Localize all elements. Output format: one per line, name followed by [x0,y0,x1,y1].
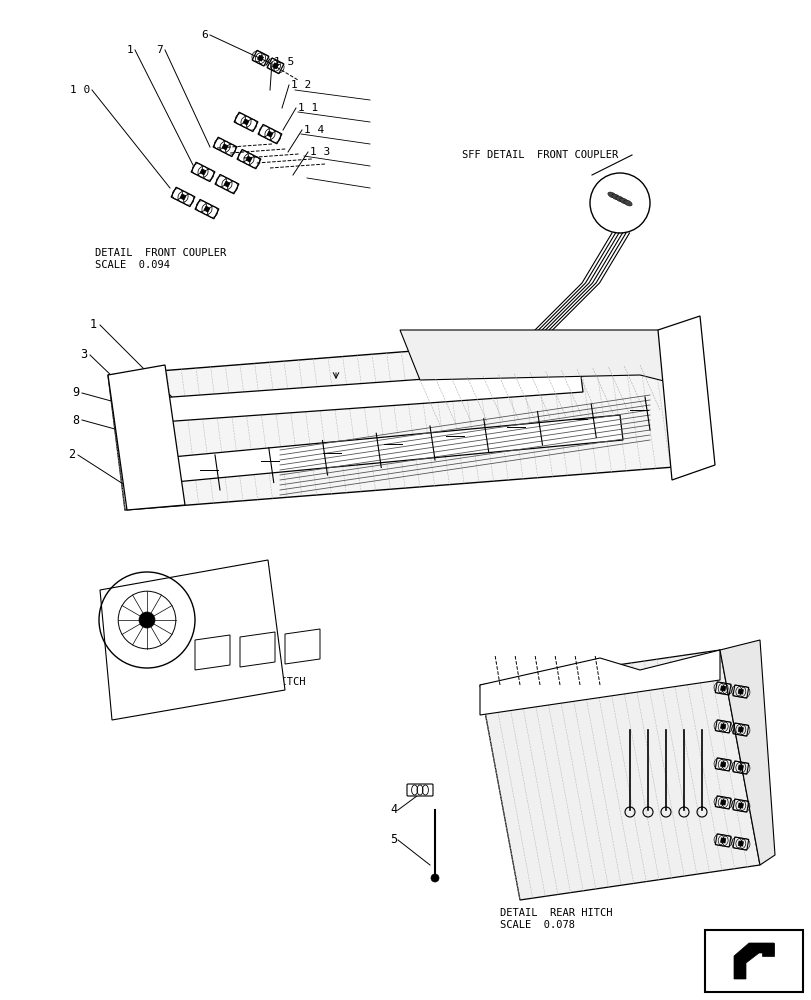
Ellipse shape [619,198,628,204]
Polygon shape [180,194,186,200]
Polygon shape [737,765,743,770]
Text: 4: 4 [389,803,397,816]
Text: 1: 1 [126,45,133,55]
Polygon shape [479,650,719,715]
Polygon shape [246,156,251,162]
Polygon shape [240,632,275,667]
Polygon shape [139,415,622,485]
Text: 1 5: 1 5 [273,57,294,67]
Text: 1 2: 1 2 [290,80,311,90]
Polygon shape [400,330,699,390]
Polygon shape [733,943,773,979]
Text: 1 0: 1 0 [70,85,90,95]
Polygon shape [195,635,230,670]
Polygon shape [257,55,264,61]
Polygon shape [204,206,210,212]
Text: 1 3: 1 3 [310,147,330,157]
Polygon shape [242,119,249,125]
Polygon shape [719,800,725,805]
Text: SFF DETAIL  FRONT COUPLER: SFF DETAIL FRONT COUPLER [461,150,617,160]
Polygon shape [737,803,743,808]
Text: 7: 7 [156,45,163,55]
Polygon shape [737,689,743,694]
Polygon shape [719,762,725,767]
Ellipse shape [615,196,624,202]
Ellipse shape [607,192,616,198]
Circle shape [431,874,439,882]
Polygon shape [108,330,699,510]
FancyBboxPatch shape [406,784,432,796]
Polygon shape [130,368,582,424]
Ellipse shape [611,194,620,200]
Polygon shape [285,629,320,664]
Text: 1 4: 1 4 [303,125,324,135]
Ellipse shape [623,200,632,206]
Polygon shape [221,144,228,150]
Polygon shape [719,640,774,865]
Polygon shape [272,63,278,69]
Polygon shape [479,650,759,900]
Polygon shape [200,169,206,175]
Polygon shape [719,686,725,691]
Bar [704,930,802,992]
Text: 8: 8 [72,414,79,426]
Polygon shape [719,838,725,843]
Text: 5: 5 [389,833,397,846]
Polygon shape [108,365,185,510]
Text: 1 1: 1 1 [298,103,318,113]
Text: 9: 9 [72,386,79,399]
Polygon shape [657,316,714,480]
Text: DETAIL  REAR HITCH
SCALE  0.078: DETAIL REAR HITCH SCALE 0.078 [500,908,611,930]
Polygon shape [737,727,743,732]
Text: 2: 2 [68,448,75,462]
Text: 1: 1 [90,318,97,332]
Polygon shape [761,943,773,956]
Polygon shape [737,841,743,846]
Circle shape [139,612,155,628]
Polygon shape [100,560,285,720]
Text: 6: 6 [201,30,208,40]
Polygon shape [224,181,230,187]
Text: SFF DETAIL  REAR HITCH: SFF DETAIL REAR HITCH [168,677,305,687]
Polygon shape [267,131,272,137]
Text: 3: 3 [80,349,87,361]
Text: DETAIL  FRONT COUPLER
SCALE  0.094: DETAIL FRONT COUPLER SCALE 0.094 [95,248,226,270]
Polygon shape [719,724,725,729]
